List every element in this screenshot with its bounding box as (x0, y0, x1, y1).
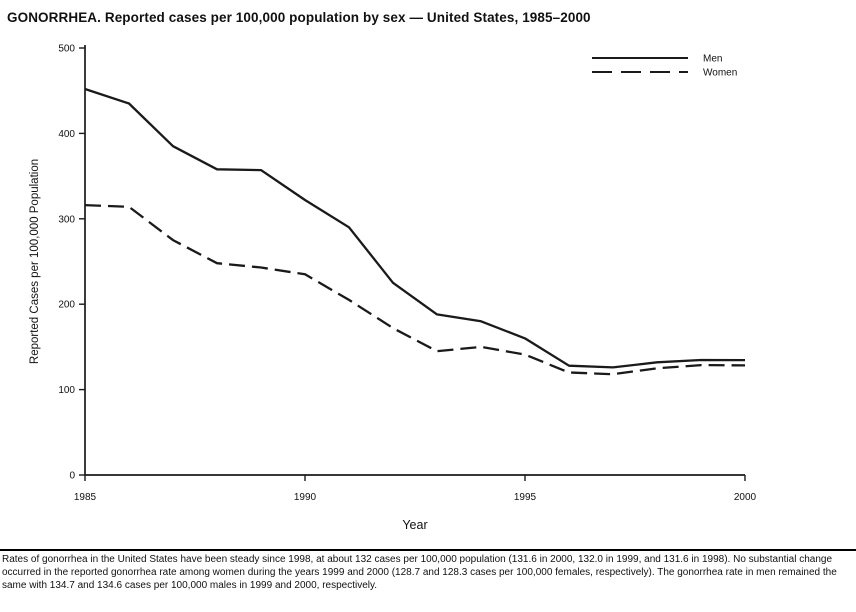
chart-area: 0 100 200 300 400 500 1985 1990 1995 2000 Men Women… (0, 27, 856, 547)
chart-title: GONORRHEA. Reported cases per 100,000 po… (7, 10, 591, 25)
x-tick-label: 1995 (514, 492, 537, 503)
x-tick-label: 1985 (74, 492, 97, 503)
series-line-men (84, 87, 746, 369)
y-tick-label: 0 (69, 471, 75, 482)
x-axis-label: Year (402, 518, 427, 532)
x-tick-label: 2000 (734, 492, 757, 503)
legend-label-women: Women (703, 68, 737, 79)
y-tick-label: 300 (58, 214, 75, 225)
y-tick-label: 500 (58, 44, 75, 55)
footnote-text: Rates of gonorrhea in the United States … (0, 549, 856, 592)
chart-svg: 0 100 200 300 400 500 1985 1990 1995 2000 Men Women… (29, 44, 757, 533)
x-tick-label: 1990 (294, 492, 317, 503)
y-tick-label: 400 (58, 129, 75, 140)
y-tick-label: 100 (58, 385, 75, 396)
legend-label-men: Men (703, 54, 722, 65)
series-line-women (84, 203, 746, 376)
y-tick-label: 200 (58, 300, 75, 311)
y-axis-label: Reported Cases per 100,000 Population (29, 159, 41, 364)
